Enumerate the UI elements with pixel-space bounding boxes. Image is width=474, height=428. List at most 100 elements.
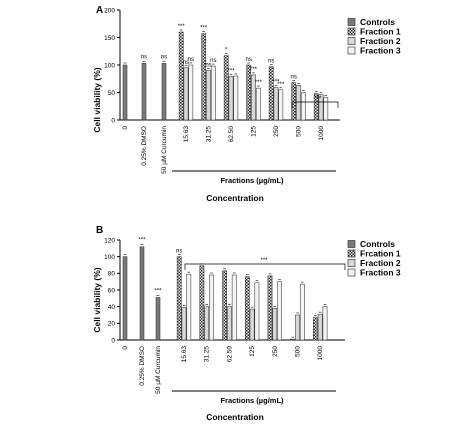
panel-b-letter: B [96,225,103,236]
b-fraction-bar [267,275,273,341]
b-y-tick-label: 0 [111,337,115,344]
a-significance-label: *** [255,80,263,86]
panel-b-fractions-label: Fractions (µg/mL) [220,396,284,405]
b-control-bar [155,297,161,341]
a-fraction-bar [296,85,301,121]
a-fraction-bar [291,82,297,121]
a-fraction-bar [206,70,211,121]
b-x-tick-label: 31.25 [204,346,211,363]
a-significance-label: ns [183,60,189,66]
b-fraction-bar [227,306,232,341]
a-y-tick-label: 50 [108,90,116,97]
b-y-tick-label: 120 [104,237,115,244]
panel-a-fractions-label: Fractions (µg/mL) [220,176,284,185]
b-legend-entry: Fraction 3 [360,268,401,278]
a-significance-label: *** [272,80,280,86]
b-fraction-bar [317,313,323,341]
b-legend-entry: Controls [360,239,395,249]
a-significance-label: ns [161,54,167,60]
a-legend-swatch [347,18,356,26]
b-y-tick-label: 100 [104,254,115,261]
b-y-tick-label: 80 [108,271,116,278]
a-legend-entry: Controls [360,17,395,27]
a-fraction-bar [318,94,324,121]
b-fraction-bar [299,283,305,341]
b-legend-swatch [347,249,356,258]
a-fraction-bar [233,75,239,121]
panel-b-y-axis-title: Cell viability (%) [92,267,102,332]
b-fraction-bar [186,273,192,341]
b-significance-label: ns [176,249,182,255]
a-x-tick-label: 62.50 [228,126,235,143]
panel-a-x-axis-title: Concentration [206,193,264,203]
a-y-tick-label: 100 [104,62,115,69]
b-x-tick-label: 250 [272,346,279,357]
panel-b: B Cell viability (%) 0 20 40 60 80 100 120 ***… [92,225,401,422]
b-legend-entry: Frcation 1 [360,249,401,259]
a-control-bar [122,64,128,121]
a-significance-label: *** [277,82,285,88]
panel-b-x-axis-title: Concentration [206,412,264,422]
b-fraction-bar [254,282,260,341]
b-fraction-bar [277,281,282,341]
a-y-tick-label: 150 [104,35,115,42]
b-x-tick-label: 15.63 [181,346,188,363]
a-legend-swatch [347,27,356,36]
a-significance-label: ns [188,57,194,63]
a-x-tick-label: 1000 [318,126,325,141]
a-fraction-bar [268,66,274,121]
b-fraction-bar [176,256,182,341]
a-fraction-bar [255,87,261,121]
b-y-tick-label: 20 [108,321,116,328]
a-control-bar [141,63,147,121]
a-fraction-bar [210,65,216,121]
b-y-tick-label: 60 [108,287,116,294]
a-x-tick-label: 500 [296,126,303,137]
a-significance-label: ns [268,59,274,65]
panel-a-y-axis-title: Cell viability (%) [92,67,102,132]
b-fraction-bar [222,270,227,341]
a-legend-swatch [347,46,356,55]
a-y-tick-label: 0 [111,117,115,124]
b-y-tick-label: 40 [108,304,116,311]
a-fraction-bar [223,55,229,121]
b-fraction-bar [290,338,296,341]
a-significance-label: ns [205,63,211,69]
a-x-tick-label: 250 [273,126,280,137]
a-x-tick-label: 0.25% DMSO [141,126,148,166]
a-fraction-bar [313,93,319,121]
a-fraction-bar [188,64,194,121]
a-legend-entry: Fraction 2 [360,36,401,46]
b-fraction-bar [181,307,187,341]
b-x-tick-label: 500 [295,346,302,357]
b-x-tick-label: 62.50 [226,346,233,363]
b-significance-bracket [184,263,346,270]
a-significance-label: *** [250,67,258,73]
a-fraction-bar [273,87,279,121]
a-control-bar [161,63,167,121]
b-significance-label: *** [138,238,146,244]
a-significance-label: ns [246,57,252,63]
b-significance-label: *** [154,289,162,295]
b-fraction-bar [313,317,318,341]
b-x-tick-label: 1000 [317,346,324,361]
a-fraction-bar [300,92,306,121]
b-control-bar [139,246,145,341]
a-significance-label: ns [141,54,147,60]
a-fraction-bar [228,76,234,121]
a-significance-bracket [291,101,339,108]
b-fraction-bar [231,274,237,341]
b-bracket-label: *** [260,258,268,264]
a-x-tick-label: 31.25 [206,126,213,143]
a-fraction-bar [183,67,189,121]
a-fraction-bar [246,64,252,121]
b-fraction-bar [295,314,300,341]
a-x-tick-label: 50 µM Curcumin [161,126,168,174]
a-significance-label: * [225,48,228,54]
a-significance-label: ns [210,58,216,64]
a-legend-swatch [347,37,356,45]
a-fraction-bar [201,33,207,121]
b-x-tick-label: 125 [249,346,256,357]
